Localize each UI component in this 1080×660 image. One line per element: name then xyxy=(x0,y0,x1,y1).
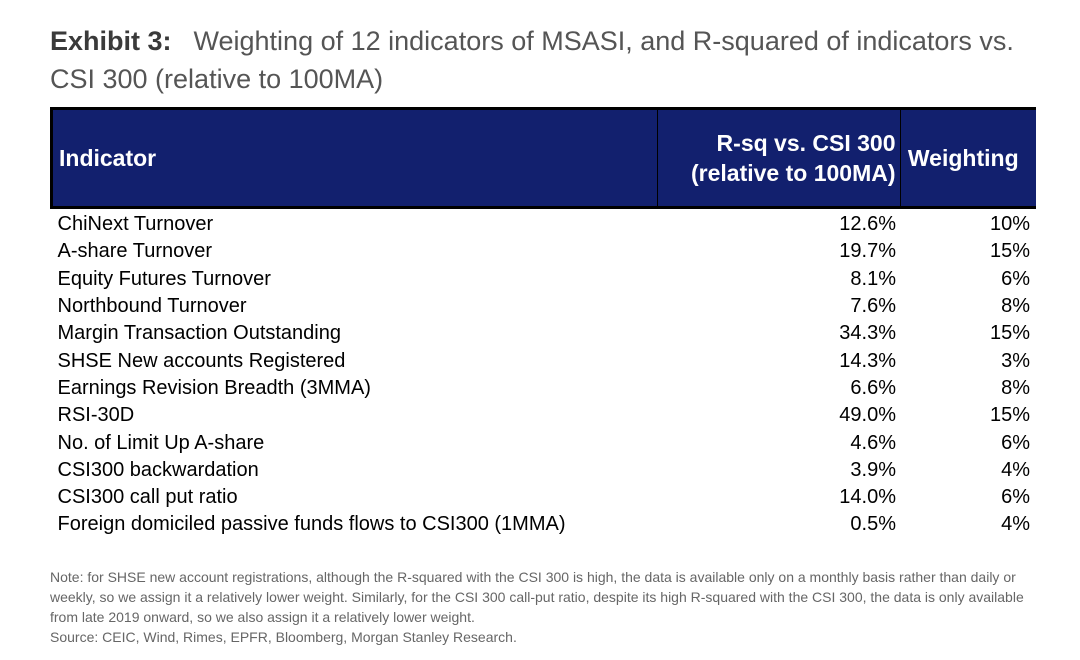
rsq-cell: 12.6% xyxy=(839,213,897,236)
weighting-cell: 8% xyxy=(1001,295,1030,318)
indicator-cell: Margin Transaction Outstanding xyxy=(57,322,342,345)
rsq-cell: 0.5% xyxy=(850,513,897,536)
rsq-cell: 7.6% xyxy=(850,295,897,318)
rsq-cell: 4.6% xyxy=(850,431,897,454)
weighting-cell: 15% xyxy=(989,322,1030,345)
footnote-source: Source: CEIC, Wind, Rimes, EPFR, Bloombe… xyxy=(50,629,517,645)
header-rsq-line1: R-sq vs. CSI 300 xyxy=(716,130,896,156)
indicator-cell: CSI300 backwardation xyxy=(57,458,259,481)
table-row: Foreign domiciled passive funds flows to… xyxy=(52,511,1037,538)
weighting-cell: 4% xyxy=(1001,513,1030,536)
indicator-cell: A-share Turnover xyxy=(57,240,213,263)
indicator-cell: Equity Futures Turnover xyxy=(57,267,271,290)
indicator-cell: ChiNext Turnover xyxy=(57,213,214,236)
rsq-cell: 19.7% xyxy=(839,240,897,263)
weighting-cell: 6% xyxy=(1001,267,1030,290)
rsq-cell: 6.6% xyxy=(850,376,897,399)
weighting-cell: 15% xyxy=(989,404,1030,427)
weighting-cell: 8% xyxy=(1001,376,1030,399)
header-indicator: Indicator xyxy=(50,107,658,209)
weighting-cell: 4% xyxy=(1001,458,1030,481)
weighting-cell: 3% xyxy=(1001,349,1030,372)
header-rsq: R-sq vs. CSI 300 (relative to 100MA) xyxy=(657,107,901,209)
indicator-cell: Northbound Turnover xyxy=(57,295,247,318)
indicator-cell: SHSE New accounts Registered xyxy=(57,349,346,372)
indicator-cell: Earnings Revision Breadth (3MMA) xyxy=(57,376,371,399)
table-row: RSI-30D 49.0% 15% xyxy=(52,402,1037,429)
indicator-cell: Foreign domiciled passive funds flows to… xyxy=(57,513,566,536)
table-row: CSI300 call put ratio 14.0% 6% xyxy=(52,484,1037,511)
table-row: Margin Transaction Outstanding 34.3% 15% xyxy=(52,320,1037,347)
indicator-cell: RSI-30D xyxy=(57,404,135,427)
weighting-cell: 6% xyxy=(1001,486,1030,509)
header-rsq-line2: (relative to 100MA) xyxy=(691,160,896,186)
table-row: CSI300 backwardation 3.9% 4% xyxy=(52,457,1037,484)
rsq-cell: 14.0% xyxy=(839,486,897,509)
rsq-cell: 3.9% xyxy=(850,458,897,481)
table-row: Northbound Turnover 7.6% 8% xyxy=(52,293,1037,320)
table-row: SHSE New accounts Registered 14.3% 3% xyxy=(52,347,1037,374)
indicator-table: Indicator R-sq vs. CSI 300 (relative to … xyxy=(50,107,1036,539)
table-row: Equity Futures Turnover 8.1% 6% xyxy=(52,266,1037,293)
table-row: A-share Turnover 19.7% 15% xyxy=(52,238,1037,265)
exhibit-label: Exhibit 3: xyxy=(50,26,172,56)
weighting-cell: 10% xyxy=(989,213,1030,236)
indicator-cell: No. of Limit Up A-share xyxy=(57,431,265,454)
table-header-row: Indicator R-sq vs. CSI 300 (relative to … xyxy=(50,107,1036,209)
table-row: Earnings Revision Breadth (3MMA) 6.6% 8% xyxy=(52,375,1037,402)
rsq-cell: 14.3% xyxy=(839,349,897,372)
rsq-cell: 34.3% xyxy=(839,322,897,345)
header-weighting: Weighting xyxy=(900,107,1036,209)
rsq-cell: 8.1% xyxy=(850,267,897,290)
weighting-cell: 6% xyxy=(1001,431,1030,454)
table-row: No. of Limit Up A-share 4.6% 6% xyxy=(52,429,1037,456)
indicator-cell: CSI300 call put ratio xyxy=(57,486,238,509)
exhibit-title: Exhibit 3: Weighting of 12 indicators of … xyxy=(50,22,1050,98)
table-row: ChiNext Turnover 12.6% 10% xyxy=(52,208,1037,239)
footnote: Note: for SHSE new account registrations… xyxy=(50,567,1040,647)
weighting-cell: 15% xyxy=(989,240,1030,263)
rsq-cell: 49.0% xyxy=(839,404,897,427)
footnote-note: Note: for SHSE new account registrations… xyxy=(50,569,1024,625)
exhibit-title-text: Weighting of 12 indicators of MSASI, and… xyxy=(50,26,1014,94)
